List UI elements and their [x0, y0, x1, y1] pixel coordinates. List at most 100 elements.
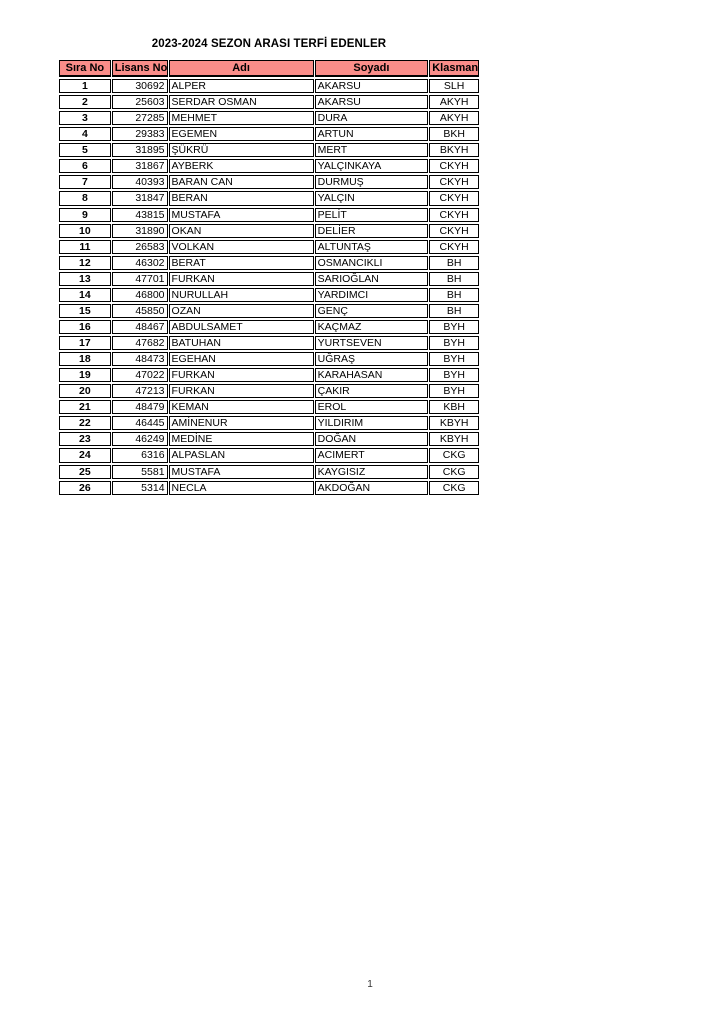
cell-adi: FURKAN — [168, 368, 314, 383]
cell-sira-no: 11 — [59, 239, 111, 254]
cell-adi: EGEHAN — [168, 352, 314, 367]
cell-soyadi: ÇAKIR — [314, 384, 429, 399]
cell-sira-no: 24 — [59, 448, 111, 463]
table-row: 10 31890 OKAN DELİER CKYH — [59, 223, 479, 238]
table-header-row: Sıra No Lisans No Adı Soyadı Klasman — [59, 60, 479, 77]
document-content: 2023-2024 SEZON ARASI TERFİ EDENLER Sıra… — [58, 38, 480, 497]
cell-sira-no: 13 — [59, 271, 111, 286]
table-row: 24 6316 ALPASLAN ACIMERT CKG — [59, 448, 479, 463]
cell-soyadi: ARTUN — [314, 127, 429, 142]
cell-klasman: CKYH — [429, 239, 479, 254]
cell-adi: BERAT — [168, 255, 314, 270]
cell-soyadi: OSMANCIKLI — [314, 255, 429, 270]
cell-lisans-no: 6316 — [111, 448, 168, 463]
table-row: 15 45850 OZAN GENÇ BH — [59, 303, 479, 318]
cell-sira-no: 21 — [59, 400, 111, 415]
cell-adi: FURKAN — [168, 384, 314, 399]
cell-klasman: BYH — [429, 319, 479, 334]
cell-adi: MEDİNE — [168, 432, 314, 447]
cell-sira-no: 2 — [59, 95, 111, 110]
cell-sira-no: 20 — [59, 384, 111, 399]
column-header-soyadi: Soyadı — [314, 60, 429, 77]
cell-lisans-no: 31895 — [111, 143, 168, 158]
table-row: 13 47701 FURKAN SARIOĞLAN BH — [59, 271, 479, 286]
cell-soyadi: KAÇMAZ — [314, 319, 429, 334]
cell-soyadi: ALTUNTAŞ — [314, 239, 429, 254]
table-row: 22 46445 AMİNENUR YILDIRIM KBYH — [59, 416, 479, 431]
cell-lisans-no: 48479 — [111, 400, 168, 415]
cell-adi: NECLA — [168, 480, 314, 495]
cell-soyadi: PELİT — [314, 207, 429, 222]
cell-sira-no: 12 — [59, 255, 111, 270]
cell-soyadi: AKDOĞAN — [314, 480, 429, 495]
cell-adi: BARAN CAN — [168, 175, 314, 190]
cell-klasman: KBYH — [429, 416, 479, 431]
cell-klasman: CKYH — [429, 175, 479, 190]
cell-adi: ŞÜKRÜ — [168, 143, 314, 158]
cell-soyadi: DELİER — [314, 223, 429, 238]
table-row: 18 48473 EGEHAN UĞRAŞ BYH — [59, 352, 479, 367]
cell-lisans-no: 45850 — [111, 303, 168, 318]
cell-sira-no: 25 — [59, 464, 111, 479]
cell-klasman: BH — [429, 303, 479, 318]
column-header-sira-no: Sıra No — [59, 60, 111, 77]
cell-adi: AMİNENUR — [168, 416, 314, 431]
cell-lisans-no: 46445 — [111, 416, 168, 431]
cell-adi: EGEMEN — [168, 127, 314, 142]
cell-lisans-no: 48473 — [111, 352, 168, 367]
cell-sira-no: 26 — [59, 480, 111, 495]
cell-sira-no: 19 — [59, 368, 111, 383]
cell-adi: NURULLAH — [168, 287, 314, 302]
table-row: 14 46800 NURULLAH YARDIMCI BH — [59, 287, 479, 302]
cell-klasman: CKG — [429, 448, 479, 463]
table-row: 25 5581 MUSTAFA KAYGISIZ CKG — [59, 464, 479, 479]
cell-lisans-no: 27285 — [111, 111, 168, 126]
cell-adi: MUSTAFA — [168, 207, 314, 222]
cell-soyadi: YARDIMCI — [314, 287, 429, 302]
cell-klasman: BH — [429, 271, 479, 286]
cell-klasman: CKYH — [429, 207, 479, 222]
cell-klasman: BYH — [429, 384, 479, 399]
cell-soyadi: MERT — [314, 143, 429, 158]
cell-sira-no: 14 — [59, 287, 111, 302]
cell-soyadi: YALÇINKAYA — [314, 159, 429, 174]
cell-lisans-no: 48467 — [111, 319, 168, 334]
cell-soyadi: KARAHASAN — [314, 368, 429, 383]
cell-soyadi: YURTSEVEN — [314, 336, 429, 351]
cell-sira-no: 18 — [59, 352, 111, 367]
cell-lisans-no: 26583 — [111, 239, 168, 254]
table-row: 20 47213 FURKAN ÇAKIR BYH — [59, 384, 479, 399]
cell-klasman: CKYH — [429, 191, 479, 206]
cell-adi: ABDULSAMET — [168, 319, 314, 334]
cell-soyadi: DOĞAN — [314, 432, 429, 447]
cell-sira-no: 22 — [59, 416, 111, 431]
cell-soyadi: KAYGISIZ — [314, 464, 429, 479]
table-row: 2 25603 SERDAR OSMAN AKARSU AKYH — [59, 95, 479, 110]
cell-sira-no: 6 — [59, 159, 111, 174]
cell-klasman: BKYH — [429, 143, 479, 158]
promotion-table: Sıra No Lisans No Adı Soyadı Klasman 1 30692 A… — [58, 58, 480, 497]
cell-sira-no: 4 — [59, 127, 111, 142]
cell-lisans-no: 31890 — [111, 223, 168, 238]
cell-sira-no: 8 — [59, 191, 111, 206]
table-row: 11 26583 VOLKAN ALTUNTAŞ CKYH — [59, 239, 479, 254]
cell-soyadi: DURMUŞ — [314, 175, 429, 190]
table-row: 26 5314 NECLA AKDOĞAN CKG — [59, 480, 479, 495]
page-number: 1 — [367, 979, 373, 990]
cell-soyadi: YILDIRIM — [314, 416, 429, 431]
document-title: 2023-2024 SEZON ARASI TERFİ EDENLER — [151, 38, 387, 50]
column-header-lisans-no: Lisans No — [111, 60, 168, 77]
cell-soyadi: SARIOĞLAN — [314, 271, 429, 286]
cell-sira-no: 23 — [59, 432, 111, 447]
table-row: 5 31895 ŞÜKRÜ MERT BKYH — [59, 143, 479, 158]
cell-sira-no: 15 — [59, 303, 111, 318]
cell-klasman: BH — [429, 287, 479, 302]
cell-klasman: BYH — [429, 368, 479, 383]
table-row: 8 31847 BERAN YALÇIN CKYH — [59, 191, 479, 206]
cell-klasman: CKYH — [429, 223, 479, 238]
cell-klasman: AKYH — [429, 111, 479, 126]
cell-klasman: CKYH — [429, 159, 479, 174]
cell-adi: OZAN — [168, 303, 314, 318]
cell-lisans-no: 46302 — [111, 255, 168, 270]
cell-lisans-no: 31867 — [111, 159, 168, 174]
